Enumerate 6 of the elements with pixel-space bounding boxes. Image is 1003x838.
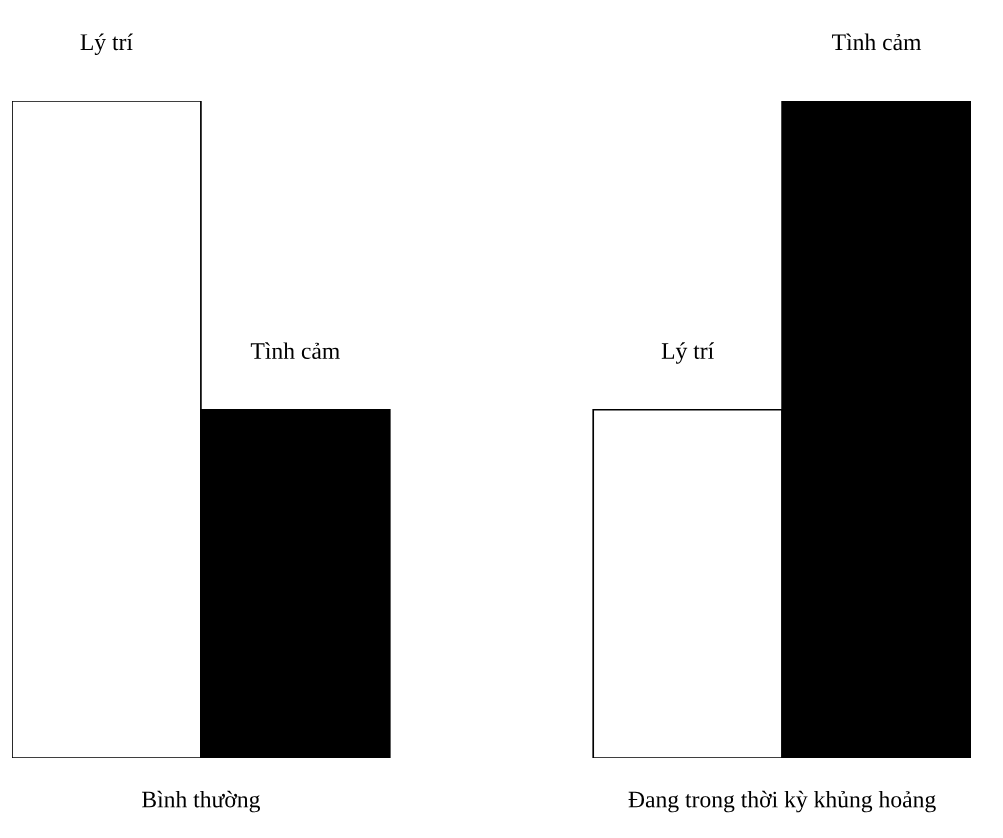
series-label: Lý trí (80, 33, 133, 56)
x-tick-label: Đang trong thời kỳ khủng hoảng (628, 790, 936, 813)
x-tick-label: Bình thường (142, 790, 260, 813)
text: Lý trí (661, 342, 714, 364)
text: Tình cảm (832, 33, 922, 51)
text: Tình cảm (250, 342, 340, 359)
